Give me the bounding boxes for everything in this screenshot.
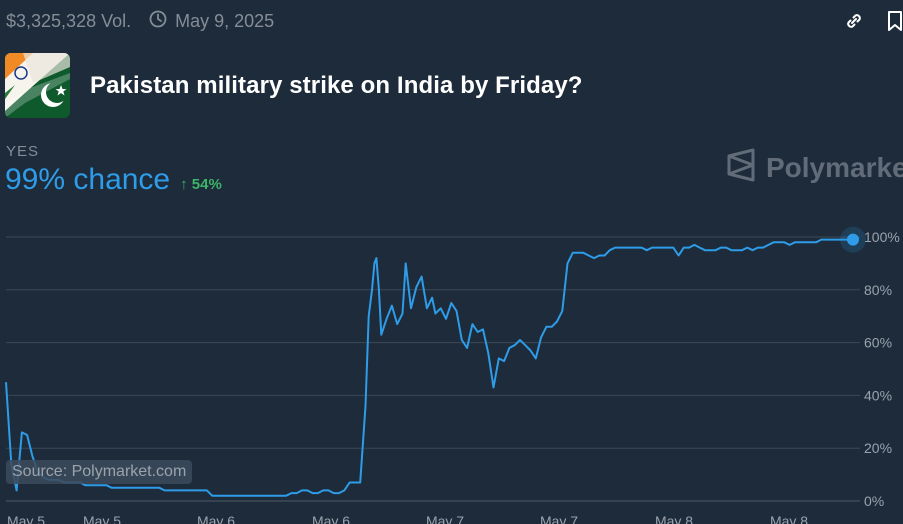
market-image — [5, 53, 70, 118]
arrow-up-icon: ↑ — [180, 176, 188, 193]
y-tick-label: 20% — [864, 440, 892, 456]
series-line — [5, 238, 853, 497]
link-icon[interactable] — [843, 10, 865, 37]
y-tick-label: 60% — [864, 335, 892, 351]
market-meta: $3,325,328 Vol. May 9, 2025 — [6, 10, 274, 32]
x-tick-label: May 6 — [197, 513, 235, 524]
polymarket-logo-icon — [726, 148, 756, 187]
chance-display: 99% chance ↑ 54% — [5, 163, 222, 197]
header-actions — [821, 10, 903, 37]
chance-change: ↑ 54% — [180, 176, 222, 193]
y-tick-label: 80% — [864, 282, 892, 298]
x-tick-label: May 7 — [426, 513, 464, 524]
y-tick-label: 100% — [864, 229, 900, 245]
y-tick-label: 40% — [864, 387, 892, 403]
current-point[interactable] — [847, 233, 859, 246]
end-date-text: May 9, 2025 — [175, 10, 275, 31]
chance-value: 99% chance — [5, 163, 171, 196]
change-value: 54% — [191, 176, 222, 193]
outcome-label: YES — [6, 143, 40, 160]
x-tick-label: May 5 — [7, 513, 45, 524]
bookmark-icon[interactable] — [887, 10, 903, 37]
clock-icon — [149, 10, 167, 33]
x-tick-label: May 8 — [655, 513, 693, 524]
polymarket-watermark: Polymarket — [726, 148, 903, 187]
x-tick-label: May 5 — [83, 513, 121, 524]
x-tick-label: May 8 — [770, 513, 808, 524]
x-tick-label: May 6 — [312, 513, 350, 524]
source-label: Source: Polymarket.com — [6, 460, 193, 484]
x-tick-label: May 7 — [540, 513, 578, 524]
market-title[interactable]: Pakistan military strike on India by Fri… — [90, 72, 583, 99]
y-tick-label: 0% — [864, 493, 884, 509]
brand-name: Polymarket — [766, 151, 903, 183]
volume-text: $3,325,328 Vol. — [6, 10, 132, 31]
